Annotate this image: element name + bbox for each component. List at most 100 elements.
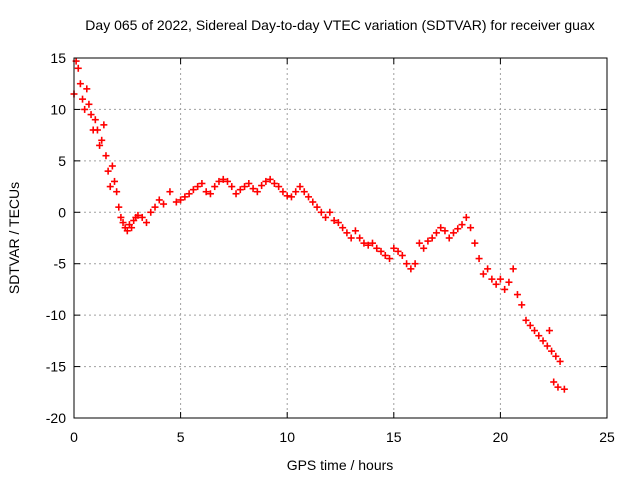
data-point xyxy=(266,175,274,183)
data-point xyxy=(471,239,479,247)
x-tick-label: 0 xyxy=(70,429,78,445)
data-point xyxy=(441,227,449,235)
data-point xyxy=(219,175,227,183)
data-point xyxy=(539,337,547,345)
data-point xyxy=(347,234,355,242)
data-point xyxy=(177,196,185,204)
data-point xyxy=(279,188,287,196)
data-point xyxy=(117,213,125,221)
data-point xyxy=(166,188,174,196)
x-tick-label: 15 xyxy=(386,429,402,445)
data-point xyxy=(343,229,351,237)
y-tick-label: 5 xyxy=(58,153,66,169)
data-point xyxy=(518,301,526,309)
data-point xyxy=(115,203,123,211)
data-point xyxy=(475,255,483,263)
data-points xyxy=(70,57,568,393)
data-point xyxy=(123,227,131,235)
y-tick-label: 15 xyxy=(50,50,66,66)
data-point xyxy=(368,239,376,247)
data-point xyxy=(185,190,193,198)
data-point xyxy=(432,229,440,237)
data-point xyxy=(138,213,146,221)
data-point xyxy=(496,275,504,283)
data-point xyxy=(79,95,87,103)
data-point xyxy=(172,198,180,206)
data-point xyxy=(377,247,385,255)
data-point xyxy=(224,177,232,185)
data-point xyxy=(390,244,398,252)
data-point xyxy=(428,234,436,242)
data-point xyxy=(108,162,116,170)
data-point xyxy=(317,208,325,216)
data-point xyxy=(305,193,313,201)
data-point xyxy=(300,188,308,196)
data-point xyxy=(522,316,530,324)
data-point xyxy=(151,203,159,211)
data-point xyxy=(93,126,101,134)
data-point xyxy=(454,225,462,233)
x-axis-label: GPS time / hours xyxy=(287,457,394,473)
data-point xyxy=(76,80,84,88)
data-point xyxy=(283,192,291,200)
data-point xyxy=(535,332,543,340)
data-point xyxy=(424,237,432,245)
data-point xyxy=(104,167,112,175)
data-point xyxy=(360,239,368,247)
data-point xyxy=(98,136,106,144)
data-point xyxy=(309,198,317,206)
data-point xyxy=(356,234,364,242)
data-point xyxy=(245,179,253,187)
plot-frame xyxy=(73,57,608,419)
data-point xyxy=(215,177,223,185)
data-point xyxy=(258,182,266,190)
data-point xyxy=(202,188,210,196)
data-point xyxy=(236,186,244,194)
ticks: 0 5 10 15 20 25 -20 -15 -10 -5 0 5 10 15 xyxy=(46,50,615,445)
data-point xyxy=(253,188,261,196)
data-point xyxy=(373,244,381,252)
data-point xyxy=(287,193,295,201)
grid xyxy=(74,58,607,418)
data-point xyxy=(550,378,558,386)
data-point xyxy=(339,224,347,232)
data-point xyxy=(509,265,517,273)
data-point xyxy=(296,183,304,191)
data-point xyxy=(134,211,142,219)
data-point xyxy=(198,179,206,187)
data-point xyxy=(488,275,496,283)
y-tick-label: -20 xyxy=(46,410,66,426)
data-point xyxy=(155,196,163,204)
data-point xyxy=(513,291,521,299)
data-point xyxy=(147,208,155,216)
data-point xyxy=(484,265,492,273)
data-point xyxy=(194,183,202,191)
data-point xyxy=(505,278,513,286)
data-point xyxy=(270,179,278,187)
x-tick-label: 25 xyxy=(599,429,615,445)
data-point xyxy=(326,208,334,216)
data-point xyxy=(211,183,219,191)
data-point xyxy=(106,183,114,191)
data-point xyxy=(189,186,197,194)
y-tick-label: 10 xyxy=(50,101,66,117)
data-point xyxy=(292,188,300,196)
data-point xyxy=(275,183,283,191)
data-point xyxy=(462,213,470,221)
chart-title: Day 065 of 2022, Sidereal Day-to-day VTE… xyxy=(85,17,594,33)
data-point xyxy=(119,219,127,227)
data-point xyxy=(403,260,411,268)
data-point xyxy=(102,152,110,160)
data-point xyxy=(113,188,121,196)
data-point xyxy=(351,227,359,235)
data-point xyxy=(526,321,534,329)
x-tick-label: 5 xyxy=(177,429,185,445)
data-point xyxy=(241,183,249,191)
data-point xyxy=(181,193,189,201)
data-point xyxy=(407,265,415,273)
x-tick-label: 20 xyxy=(493,429,509,445)
data-point xyxy=(394,247,402,255)
data-point xyxy=(128,224,136,232)
data-point xyxy=(228,183,236,191)
